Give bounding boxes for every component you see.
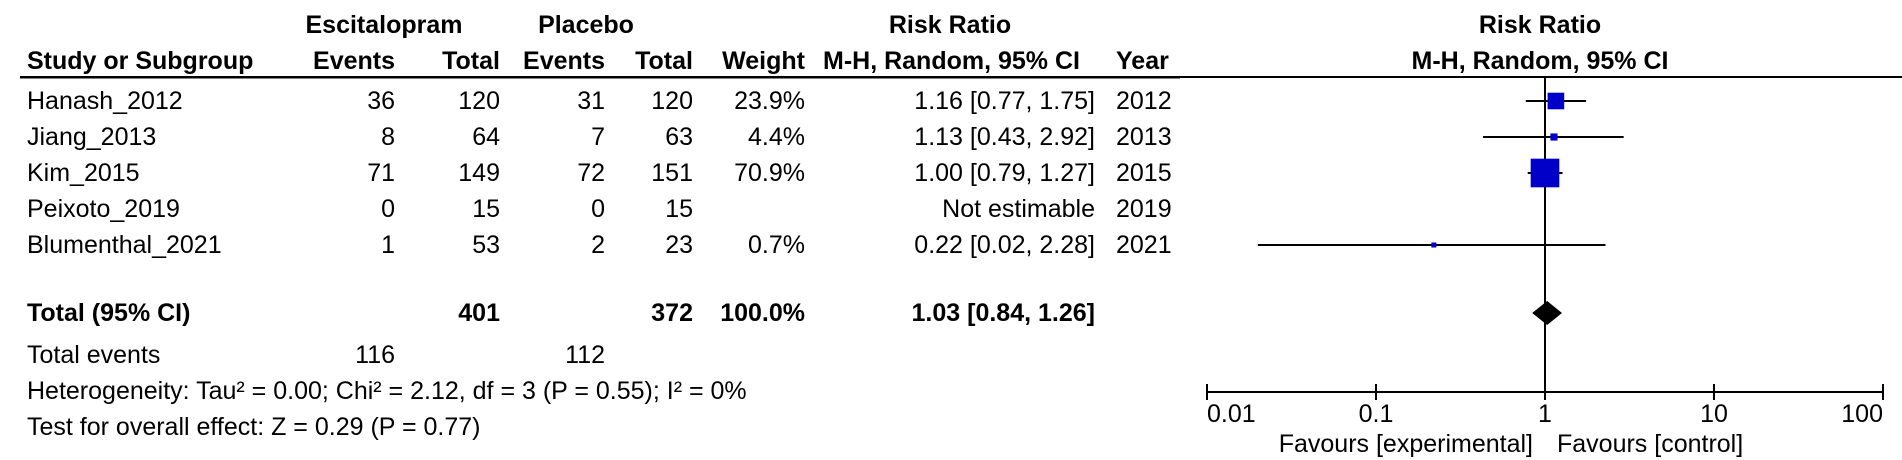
study-name: Blumenthal_2021 [27,231,222,259]
year: 2012 [1116,87,1172,115]
year: 2021 [1116,231,1172,259]
study-column-header: Study or Subgroup [27,47,254,75]
events-ctl-header: Events [523,47,605,75]
total-exp: 120 [458,87,500,115]
risk-ratio-header: Risk Ratio [888,11,1012,39]
heterogeneity-stats: Heterogeneity: Tau² = 0.00; Chi² = 2.12,… [27,377,747,405]
ci-text: 1.13 [0.43, 2.92] [914,123,1095,151]
effect-square [1530,158,1560,188]
favours-control-label: Favours [control] [1557,430,1743,458]
plot-method-header: M-H, Random, 95% CI [1411,47,1669,75]
favours-experimental-label: Favours [experimental] [1279,430,1533,458]
total-exp: 64 [472,123,500,151]
year: 2015 [1116,159,1172,187]
events-ctl: 0 [591,195,605,223]
x-tick-label: 0.1 [1359,400,1394,428]
plot-title: Risk Ratio [1478,11,1602,39]
events-ctl: 2 [591,231,605,259]
total-ctl-header: Total [635,47,693,75]
method-header: M-H, Random, 95% CI [823,47,1080,75]
total-events-exp: 116 [355,341,395,369]
year: 2019 [1116,195,1172,223]
weight: 4.4% [748,123,805,151]
total-ctl: 151 [651,159,693,187]
effect-square [1550,133,1558,141]
total-ci: 1.03 [0.84, 1.26] [911,299,1095,327]
total-events-ctl: 112 [565,341,605,369]
effect-square [1431,242,1437,248]
study-name: Kim_2015 [27,159,140,187]
total-weight: 100.0% [720,299,805,327]
events-exp: 1 [381,231,395,259]
x-tick-label: 10 [1700,400,1728,428]
x-tick-label: 0.01 [1207,400,1256,428]
weight: 70.9% [734,159,805,187]
events-exp: 71 [367,159,395,187]
weight: 0.7% [748,231,805,259]
year: 2013 [1116,123,1172,151]
group-header-control: Placebo [538,11,634,39]
total-events-label: Total events [27,341,161,369]
events-exp: 8 [381,123,395,151]
events-ctl: 31 [577,87,605,115]
overall-effect-stats: Test for overall effect: Z = 0.29 (P = 0… [27,413,481,441]
x-tick-label: 100 [1841,400,1883,428]
total-ctl: 15 [665,195,693,223]
total-ctl: 120 [651,87,693,115]
ci-text: 1.00 [0.79, 1.27] [914,159,1095,187]
group-header-experimental: Escitalopram [305,11,463,39]
events-exp: 36 [367,87,395,115]
study-name: Hanash_2012 [27,87,183,115]
total-ctl: 63 [665,123,693,151]
pooled-diamond [1532,301,1562,325]
ci-text: 1.16 [0.77, 1.75] [914,87,1095,115]
events-exp-header: Events [313,47,395,75]
ci-text: Not estimable [942,195,1095,223]
effect-square [1547,92,1565,110]
ci-text: 0.22 [0.02, 2.28] [914,231,1095,259]
total-label: Total (95% CI) [27,299,191,327]
year-header: Year [1116,47,1169,75]
total-ctl: 372 [651,299,693,327]
weight-header: Weight [722,47,805,75]
study-name: Jiang_2013 [27,123,157,151]
total-exp: 149 [458,159,500,187]
x-tick-label: 1 [1538,400,1552,428]
total-exp: 53 [472,231,500,259]
events-ctl: 7 [591,123,605,151]
weight: 23.9% [734,87,805,115]
events-exp: 0 [381,195,395,223]
total-exp-header: Total [442,47,500,75]
total-ctl: 23 [665,231,693,259]
total-exp: 15 [472,195,500,223]
study-name: Peixoto_2019 [27,195,180,223]
total-exp: 401 [458,299,500,327]
events-ctl: 72 [577,159,605,187]
